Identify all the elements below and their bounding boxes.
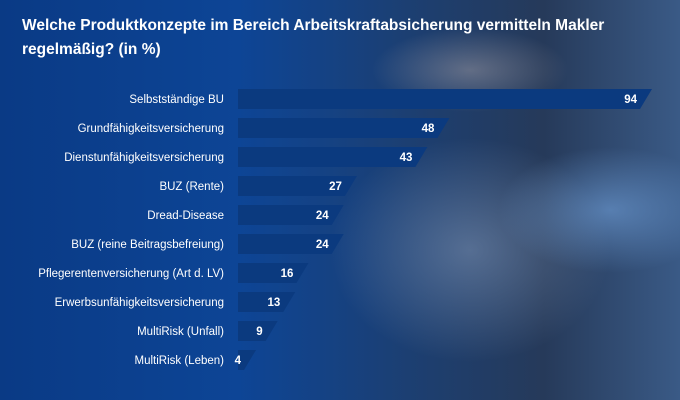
value-label: 43 — [400, 152, 413, 164]
category-label: Dienstunfähigkeitsversicherung — [64, 152, 224, 164]
chart-title: Welche Produktkonzepte im Bereich Arbeit… — [22, 17, 605, 58]
bar-5 — [238, 234, 344, 254]
category-label: BUZ (Rente) — [159, 181, 224, 193]
category-label: MultiRisk (Unfall) — [137, 326, 224, 338]
value-label: 4 — [235, 355, 242, 367]
value-label: 27 — [329, 181, 342, 193]
bar-4 — [238, 205, 344, 225]
value-label: 16 — [281, 268, 294, 280]
value-label: 24 — [316, 210, 329, 222]
category-label: Selbstständige BU — [129, 94, 224, 106]
category-label: Grundfähigkeitsversicherung — [78, 123, 224, 135]
bar-2 — [238, 147, 428, 167]
bar-6 — [238, 263, 309, 283]
value-label: 48 — [422, 123, 435, 135]
value-label: 94 — [624, 94, 637, 106]
value-label: 13 — [267, 297, 280, 309]
category-label: Erwerbsunfähigkeitsversicherung — [55, 297, 224, 309]
bar-3 — [238, 176, 357, 196]
category-label: MultiRisk (Leben) — [135, 355, 225, 367]
value-label: 9 — [256, 326, 262, 338]
category-label: BUZ (reine Beitragsbefreiung) — [71, 239, 224, 251]
bar-7 — [238, 292, 296, 312]
bar-9 — [238, 350, 256, 370]
category-label: Pflegerentenversicherung (Art d. LV) — [38, 268, 224, 280]
bar-0 — [238, 89, 652, 109]
category-label: Dread-Disease — [147, 210, 224, 222]
bar-8 — [238, 321, 278, 341]
value-label: 24 — [316, 239, 329, 251]
bar-1 — [238, 118, 450, 138]
